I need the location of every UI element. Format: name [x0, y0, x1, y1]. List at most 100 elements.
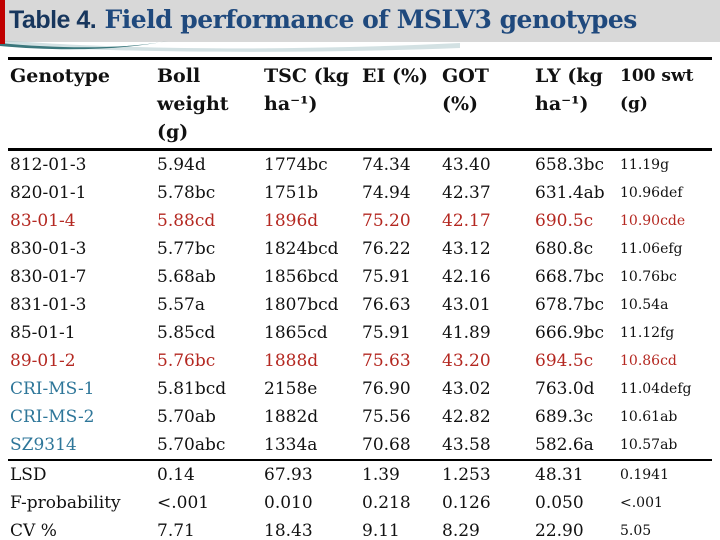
value-cell: 5.85cd [157, 323, 216, 343]
value-cell: 43.40 [442, 155, 491, 175]
table-row: 85-01-1 5.85cd 1865cd 75.91 41.89 666.9bc 11.1… [8, 319, 712, 347]
value-cell: 0.050 [535, 493, 584, 513]
table-row: 830-01-3 5.77bc 1824bcd 76.22 43.12 680.8c 11.… [8, 235, 712, 263]
value-cell: 42.16 [442, 267, 491, 287]
value-cell: 5.77bc [157, 239, 216, 259]
value-cell: 41.89 [442, 323, 491, 343]
value-cell: 5.70ab [157, 407, 216, 427]
value-cell: 10.57ab [620, 437, 678, 453]
value-cell: 75.91 [362, 267, 411, 287]
value-cell: 75.91 [362, 323, 411, 343]
genotype-cell: 89-01-2 [10, 351, 76, 371]
value-cell: 690.5c [535, 211, 594, 231]
value-cell: 43.58 [442, 435, 491, 455]
value-cell: 0.14 [157, 465, 195, 485]
genotype-cell: F-probability [10, 493, 121, 513]
value-cell: 5.70abc [157, 435, 226, 455]
table-row: 83-01-4 5.88cd 1896d 75.20 42.17 690.5c 10.90c… [8, 207, 712, 235]
table-row: CRI-MS-1 5.81bcd 2158e 76.90 43.02 763.0d 11.0… [8, 375, 712, 403]
value-cell: 5.78bc [157, 183, 216, 203]
value-cell: <.001 [157, 493, 210, 513]
genotype-cell: 812-01-3 [10, 155, 87, 175]
value-cell: 5.76bc [157, 351, 216, 371]
value-cell: 43.20 [442, 351, 491, 371]
genotype-cell: 830-01-3 [10, 239, 87, 259]
table-body: 812-01-3 5.94d 1774bc 74.34 43.40 658.3bc 11.1… [8, 150, 712, 460]
value-cell: 1807bcd [264, 295, 339, 315]
stats-row: CV % 7.71 18.43 9.11 8.29 22.90 5.05 [8, 517, 712, 540]
value-cell: 11.06efg [620, 241, 683, 257]
value-cell: 1334a [264, 435, 318, 455]
genotype-cell: 820-01-1 [10, 183, 87, 203]
value-cell: 1888d [264, 351, 319, 371]
field-performance-table: Genotype Boll weight (g) TSC (kg ha⁻¹) EI (… [8, 57, 712, 540]
genotype-cell: CV % [10, 521, 57, 540]
column-header: EI (%) [362, 65, 429, 87]
value-cell: 1865cd [264, 323, 328, 343]
column-header: 100 swt (g) [620, 66, 694, 114]
swoosh-decoration [0, 40, 460, 52]
value-cell: <.001 [620, 495, 663, 511]
table-row: 820-01-1 5.78bc 1751b 74.94 42.37 631.4ab 10.9… [8, 179, 712, 207]
value-cell: 1.253 [442, 465, 491, 485]
value-cell: 76.90 [362, 379, 411, 399]
value-cell: 42.82 [442, 407, 491, 427]
genotype-cell: 83-01-4 [10, 211, 76, 231]
value-cell: 1882d [264, 407, 319, 427]
value-cell: 1824bcd [264, 239, 339, 259]
value-cell: 5.94d [157, 155, 206, 175]
column-header: GOT (%) [442, 65, 489, 115]
value-cell: 70.68 [362, 435, 411, 455]
value-cell: 680.8c [535, 239, 594, 259]
value-cell: 0.1941 [620, 467, 669, 483]
value-cell: 1856bcd [264, 267, 339, 287]
value-cell: 22.90 [535, 521, 584, 540]
value-cell: 678.7bc [535, 295, 605, 315]
genotype-cell: 830-01-7 [10, 267, 87, 287]
value-cell: 763.0d [535, 379, 595, 399]
genotype-cell: LSD [10, 465, 47, 485]
table-row: CRI-MS-2 5.70ab 1882d 75.56 42.82 689.3c 10.61… [8, 403, 712, 431]
value-cell: 43.01 [442, 295, 491, 315]
value-cell: 43.02 [442, 379, 491, 399]
value-cell: 1774bc [264, 155, 328, 175]
genotype-cell: SZ9314 [10, 435, 77, 455]
value-cell: 1896d [264, 211, 319, 231]
value-cell: 10.54a [620, 297, 669, 313]
value-cell: 631.4ab [535, 183, 605, 203]
value-cell: 689.3c [535, 407, 594, 427]
value-cell: 694.5c [535, 351, 594, 371]
value-cell: 75.63 [362, 351, 411, 371]
value-cell: 1.39 [362, 465, 400, 485]
value-cell: 0.010 [264, 493, 313, 513]
value-cell: 42.37 [442, 183, 491, 203]
table-header: Genotype Boll weight (g) TSC (kg ha⁻¹) EI (… [8, 58, 712, 150]
value-cell: 5.88cd [157, 211, 216, 231]
value-cell: 11.12fg [620, 325, 675, 341]
column-header: Boll weight (g) [157, 65, 229, 143]
genotype-cell: CRI-MS-2 [10, 407, 95, 427]
header-row: Genotype Boll weight (g) TSC (kg ha⁻¹) EI (… [8, 58, 712, 150]
value-cell: 10.90cde [620, 213, 686, 229]
title-text: Field performance of MSLV3 genotypes [96, 5, 637, 34]
value-cell: 9.11 [362, 521, 400, 540]
table-row: 812-01-3 5.94d 1774bc 74.34 43.40 658.3bc 11.1… [8, 150, 712, 180]
value-cell: 0.126 [442, 493, 491, 513]
value-cell: 5.57a [157, 295, 205, 315]
value-cell: 43.12 [442, 239, 491, 259]
value-cell: 76.63 [362, 295, 411, 315]
column-header: Genotype [10, 65, 110, 87]
value-cell: 658.3bc [535, 155, 605, 175]
page-title: Table 4. Field performance of MSLV3 geno… [9, 2, 637, 38]
value-cell: 67.93 [264, 465, 313, 485]
table-row: 831-01-3 5.57a 1807bcd 76.63 43.01 678.7bc 10.… [8, 291, 712, 319]
title-band [0, 0, 720, 42]
value-cell: 75.20 [362, 211, 411, 231]
genotype-cell: 831-01-3 [10, 295, 87, 315]
value-cell: 76.22 [362, 239, 411, 259]
value-cell: 74.34 [362, 155, 411, 175]
value-cell: 18.43 [264, 521, 313, 540]
value-cell: 7.71 [157, 521, 195, 540]
value-cell: 10.86cd [620, 353, 677, 369]
value-cell: 5.05 [620, 523, 652, 539]
